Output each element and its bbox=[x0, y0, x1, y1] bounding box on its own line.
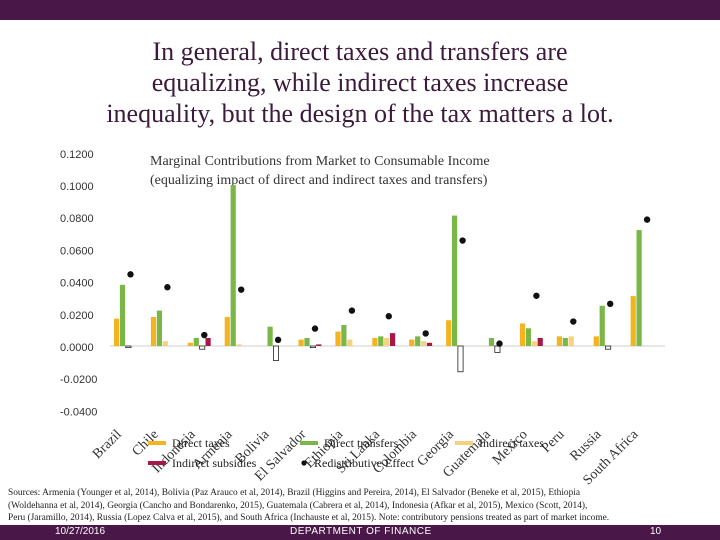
bar-direct-transfers bbox=[525, 328, 531, 346]
y-tick-label: -0.0400 bbox=[60, 406, 97, 418]
chart-title-line-2: (equalizing impact of direct and indirec… bbox=[150, 173, 488, 188]
bar-direct-taxes bbox=[335, 331, 341, 346]
bar-direct-taxes bbox=[519, 323, 526, 346]
redistributive-effect-point bbox=[459, 237, 466, 244]
legend-swatch-direct-transfers bbox=[300, 441, 318, 445]
footer-department: DEPARTMENT OF FINANCE bbox=[290, 526, 432, 537]
bar-indirect-taxes bbox=[494, 345, 501, 353]
bar-indirect-subsidies bbox=[537, 337, 543, 346]
y-tick-label: 0.1200 bbox=[60, 149, 94, 161]
bar-direct-transfers bbox=[119, 284, 126, 346]
bar-direct-transfers bbox=[193, 337, 199, 346]
legend-label-redistributive-effect: Redistributive Effect bbox=[314, 456, 415, 470]
bar-direct-transfers bbox=[636, 230, 642, 346]
bar-direct-taxes bbox=[187, 342, 193, 346]
category-label: Brazil bbox=[90, 427, 125, 462]
legend-swatch-indirect-taxes bbox=[455, 441, 473, 445]
legend-label-direct-transfers: Direct transfers bbox=[324, 436, 399, 450]
footer-date: 10/27/2016 bbox=[55, 526, 106, 537]
bar-indirect-taxes bbox=[421, 341, 427, 346]
bar-direct-taxes bbox=[114, 318, 120, 346]
y-tick-label: 0.0400 bbox=[60, 278, 94, 290]
redistributive-effect-point bbox=[348, 307, 356, 314]
slide-title: In general, direct taxes and transfers a… bbox=[20, 36, 700, 129]
bar-direct-taxes bbox=[372, 337, 378, 346]
y-tick-label: 0.0600 bbox=[60, 245, 94, 257]
bar-direct-taxes bbox=[556, 336, 562, 346]
chart-title: Marginal Contributions from Market to Co… bbox=[150, 152, 580, 190]
bar-indirect-taxes bbox=[199, 345, 206, 350]
bar-direct-taxes bbox=[224, 317, 230, 346]
redistributive-effect-point bbox=[385, 313, 392, 320]
bar-indirect-taxes bbox=[605, 345, 612, 350]
redistributive-effect-point bbox=[164, 284, 171, 291]
legend-swatch-indirect-subsidies bbox=[148, 461, 166, 465]
top-banner bbox=[0, 0, 720, 20]
redistributive-effect-point bbox=[533, 292, 540, 299]
redistributive-effect-point bbox=[570, 318, 577, 325]
y-tick-label: 0.0800 bbox=[60, 213, 94, 225]
bar-direct-taxes bbox=[150, 317, 157, 346]
bar-indirect-taxes bbox=[531, 341, 537, 346]
redistributive-effect-point bbox=[127, 271, 134, 278]
bar-indirect-taxes bbox=[457, 345, 464, 373]
y-tick-label: 0.0200 bbox=[60, 310, 94, 322]
bar-direct-transfers bbox=[488, 337, 495, 346]
bar-direct-taxes bbox=[409, 339, 415, 346]
chart-title-line-1: Marginal Contributions from Market to Co… bbox=[150, 154, 490, 169]
footer-page-number: 10 bbox=[650, 526, 662, 537]
legend-swatch-direct-taxes bbox=[148, 441, 166, 445]
footer-bar: 10/27/2016 DEPARTMENT OF FINANCE 10 bbox=[0, 525, 720, 540]
bar-direct-transfers bbox=[267, 326, 273, 346]
bar-direct-taxes bbox=[446, 320, 452, 346]
bar-indirect-taxes bbox=[347, 339, 353, 346]
redistributive-effect-point bbox=[422, 330, 429, 337]
legend-label-indirect-subsidies: Indirect subsidies bbox=[172, 456, 257, 470]
y-tick-label: -0.0200 bbox=[60, 374, 97, 386]
bar-direct-transfers bbox=[415, 336, 421, 346]
bar-direct-transfers bbox=[230, 185, 236, 346]
slide-title-line-1: In general, direct taxes and transfers a… bbox=[152, 37, 568, 66]
bar-indirect-taxes bbox=[384, 337, 390, 346]
legend-label-indirect-taxes: Indirect taxes bbox=[479, 436, 544, 450]
bar-indirect-taxes bbox=[309, 345, 316, 349]
bar-direct-transfers bbox=[562, 337, 568, 346]
y-tick-label: 0.1000 bbox=[60, 181, 94, 193]
redistributive-effect-point bbox=[238, 286, 245, 293]
redistributive-effect-point bbox=[201, 331, 208, 339]
bar-direct-taxes bbox=[630, 296, 636, 346]
bar-indirect-subsidies bbox=[390, 333, 396, 346]
redistributive-effect-point bbox=[311, 325, 319, 332]
bar-indirect-subsidies bbox=[316, 344, 322, 346]
sources-line-3: Peru (Jaramillo, 2014), Russia (Lopez Ca… bbox=[8, 513, 610, 523]
bar-indirect-subsidies bbox=[205, 337, 211, 346]
redistributive-effect-point bbox=[643, 216, 651, 223]
sources-line-2: (Woldehanna et al, 2014), Georgia (Canch… bbox=[8, 500, 588, 511]
redistributive-effect-point bbox=[607, 300, 614, 308]
bar-direct-transfers bbox=[378, 336, 384, 346]
legend-marker-redistributive-effect bbox=[301, 460, 307, 466]
redistributive-effect-point bbox=[496, 340, 503, 347]
bar-direct-taxes bbox=[593, 336, 599, 346]
bar-chart: 0.1200 0.1000 0.0800 0.0600 0.0400 0.0200 0.00… bbox=[60, 149, 665, 485]
bar-indirect-taxes bbox=[568, 336, 574, 346]
bar-direct-transfers bbox=[341, 325, 347, 346]
redistributive-effect-point bbox=[274, 336, 282, 344]
bar-indirect-subsidies bbox=[426, 342, 433, 346]
bar-indirect-taxes bbox=[236, 344, 242, 346]
slide-title-line-3: inequality, but the design of the tax ma… bbox=[106, 99, 614, 128]
bar-direct-transfers bbox=[156, 310, 162, 346]
slide-title-line-2: equalizing, while indirect taxes increas… bbox=[151, 68, 569, 97]
bar-direct-taxes bbox=[298, 339, 304, 346]
bar-direct-transfers bbox=[452, 215, 458, 346]
sources-note: Sources: Armenia (Younger et al, 2014), … bbox=[8, 487, 716, 525]
bar-indirect-taxes bbox=[272, 345, 279, 361]
bar-direct-transfers bbox=[304, 337, 310, 346]
y-tick-label: 0.0000 bbox=[60, 342, 94, 354]
bar-indirect-taxes bbox=[125, 345, 132, 349]
bar-direct-transfers bbox=[599, 305, 605, 346]
legend-label-direct-taxes: Direct taxes bbox=[172, 436, 230, 450]
sources-line-1: Sources: Armenia (Younger et al, 2014), … bbox=[8, 488, 581, 498]
bar-indirect-taxes bbox=[162, 341, 168, 346]
